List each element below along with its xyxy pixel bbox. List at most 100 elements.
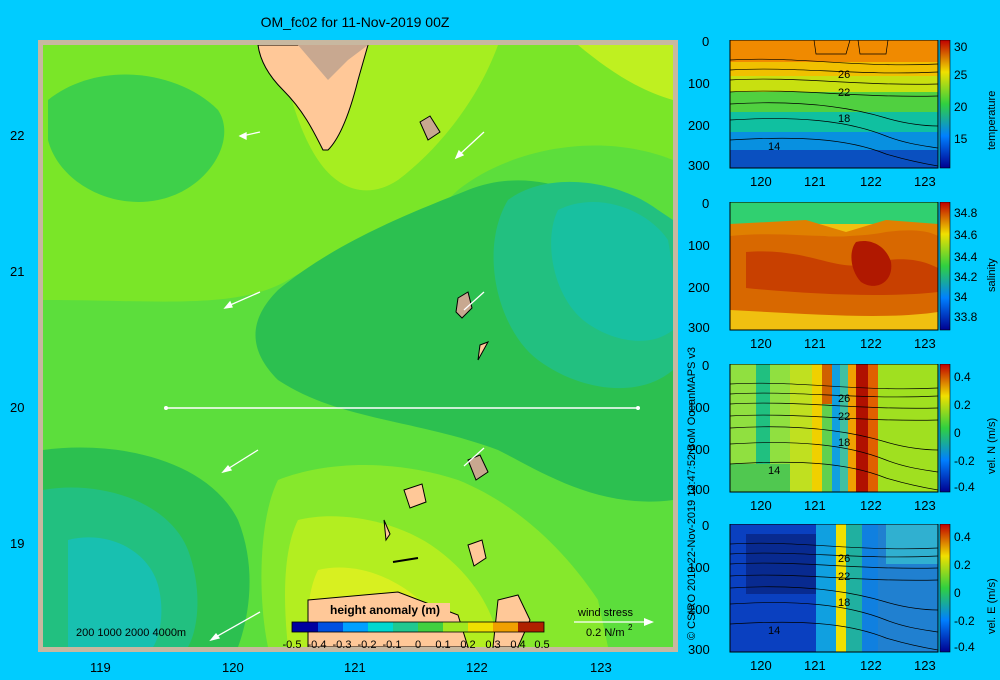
colorbar-tick: -0.1: [383, 639, 402, 651]
colorbar-title-bg: [320, 603, 450, 616]
contour-label: 22: [838, 87, 850, 99]
lon-tick: 121: [804, 658, 826, 673]
colorbar-tick: 30: [954, 40, 968, 54]
temperature-section-panel[interactable]: 26 22 18 14 0 100 200 300 120 121 122 12…: [686, 34, 1000, 200]
wind-stress-label: wind stress: [577, 607, 634, 619]
temperature-section-plot: 26 22 18 14: [729, 40, 951, 169]
depth-tick: 300: [688, 482, 710, 497]
section-label: vel. N (m/s): [986, 417, 998, 474]
lon-tick: 122: [860, 498, 882, 513]
colorbar-tick: 0.5: [534, 639, 549, 651]
depth-tick: 100: [688, 238, 710, 253]
colorbar-tick: 25: [954, 68, 968, 82]
depth-tick: 200: [688, 280, 710, 295]
contour-label: 22: [838, 411, 850, 423]
colorbar-tick: -0.4: [308, 639, 327, 651]
lon-tick: 122: [466, 660, 488, 675]
lon-tick: 121: [804, 336, 826, 351]
lon-tick: 120: [750, 658, 772, 673]
section-end-marker: [636, 406, 640, 410]
colorbar-tick: -0.3: [333, 639, 352, 651]
colorbar-tick: 0.3: [485, 639, 500, 651]
colorbar-tick: 34.8: [954, 206, 978, 220]
colorbar-tick: 0.2: [460, 639, 475, 651]
lon-tick: 120: [750, 498, 772, 513]
lon-tick: 121: [804, 174, 826, 189]
lat-tick: 20: [10, 400, 25, 415]
colorbar-tick: 0.2: [954, 558, 971, 572]
vel-n-section-panel[interactable]: 26 22 18 14 0 100 200 300 120 121 122 12…: [686, 358, 1000, 524]
lon-tick: 122: [860, 336, 882, 351]
contour-label: 14: [768, 141, 780, 153]
vel-n-section-plot: 26 22 18 14: [729, 364, 951, 493]
section-label: temperature: [986, 90, 998, 150]
colorbar-tick: 0: [954, 426, 961, 440]
contour-label: 26: [838, 393, 850, 405]
lon-tick: 123: [914, 174, 936, 189]
colorbar-tick: -0.5: [283, 639, 302, 651]
vel-e-section-panel[interactable]: 26 22 18 14 0 100 200 300 120 121 122 12…: [686, 518, 1000, 680]
page-title: OM_fc02 for 11-Nov-2019 00Z: [260, 14, 450, 30]
colorbar-tick: 33.8: [954, 310, 978, 324]
colorbar-tick: -0.4: [954, 480, 975, 494]
wind-stress-arrows: [209, 131, 485, 642]
colorbar-title: height anomaly (m): [330, 603, 440, 617]
colorbar-tick: 15: [954, 132, 968, 146]
map-plot[interactable]: 200 1000 2000 4000m height anomaly (m) -…: [38, 40, 678, 652]
contour-label: 26: [838, 553, 850, 565]
lon-tick: 123: [914, 658, 936, 673]
section-label: salinity: [986, 258, 998, 292]
lat-tick: 21: [10, 264, 25, 279]
lon-tick: 123: [914, 336, 936, 351]
colorbar-tick: -0.2: [954, 614, 975, 628]
lon-tick: 123: [590, 660, 612, 675]
depth-tick: 300: [688, 320, 710, 335]
depth-tick: 300: [688, 158, 710, 173]
depth-tick: 0: [702, 196, 710, 211]
lon-tick: 123: [914, 498, 936, 513]
lat-tick: 22: [10, 128, 25, 143]
colorbar-tick: -0.2: [358, 639, 377, 651]
lon-tick: 120: [222, 660, 244, 675]
depth-tick: 200: [688, 118, 710, 133]
contour-label: 26: [838, 69, 850, 81]
colorbar-tick: 0.4: [954, 370, 971, 384]
colorbar-tick: 0.1: [435, 639, 450, 651]
depth-tick: 0: [702, 34, 710, 49]
colorbar-tick: 0: [954, 586, 961, 600]
depth-tick: 200: [688, 602, 710, 617]
lon-tick: 122: [860, 658, 882, 673]
colorbar-tick: 34.2: [954, 270, 978, 284]
depth-tick: 100: [688, 76, 710, 91]
contour-label: 18: [838, 437, 850, 449]
contour-label: 22: [838, 571, 850, 583]
colorbar-tick: -0.2: [954, 454, 975, 468]
lon-tick: 120: [750, 174, 772, 189]
section-label: vel. E (m/s): [986, 578, 998, 634]
colorbar-tick: 0: [415, 639, 421, 651]
wind-scale-exponent: 2: [628, 623, 633, 632]
depth-tick: 0: [702, 358, 710, 373]
depth-legend: 200 1000 2000 4000m: [76, 627, 186, 639]
colorbar-tick: 20: [954, 100, 968, 114]
contour-label: 14: [768, 465, 780, 477]
depth-tick: 200: [688, 442, 710, 457]
colorbar-tick: 34.4: [954, 250, 978, 264]
height-colorbar: [291, 621, 545, 633]
salinity-section-panel[interactable]: 0 100 200 300 120 121 122 123 34.8 34.6 …: [686, 196, 1000, 362]
colorbar-tick: 0.4: [510, 639, 525, 651]
lon-tick: 121: [344, 660, 366, 675]
wind-scale-value: 0.2 N/m: [586, 627, 625, 639]
colorbar-tick: 34: [954, 290, 968, 304]
depth-tick: 300: [688, 642, 710, 657]
contour-label: 18: [838, 113, 850, 125]
section-start-marker: [164, 406, 168, 410]
colorbar-tick: 0.4: [954, 530, 971, 544]
salinity-section-plot: [729, 202, 951, 331]
depth-tick: 100: [688, 400, 710, 415]
vel-e-section-plot: 26 22 18 14: [729, 524, 951, 653]
colorbar-tick: 0.2: [954, 398, 971, 412]
colorbar-tick: -0.4: [954, 640, 975, 654]
depth-tick: 0: [702, 518, 710, 533]
contour-label: 18: [838, 597, 850, 609]
